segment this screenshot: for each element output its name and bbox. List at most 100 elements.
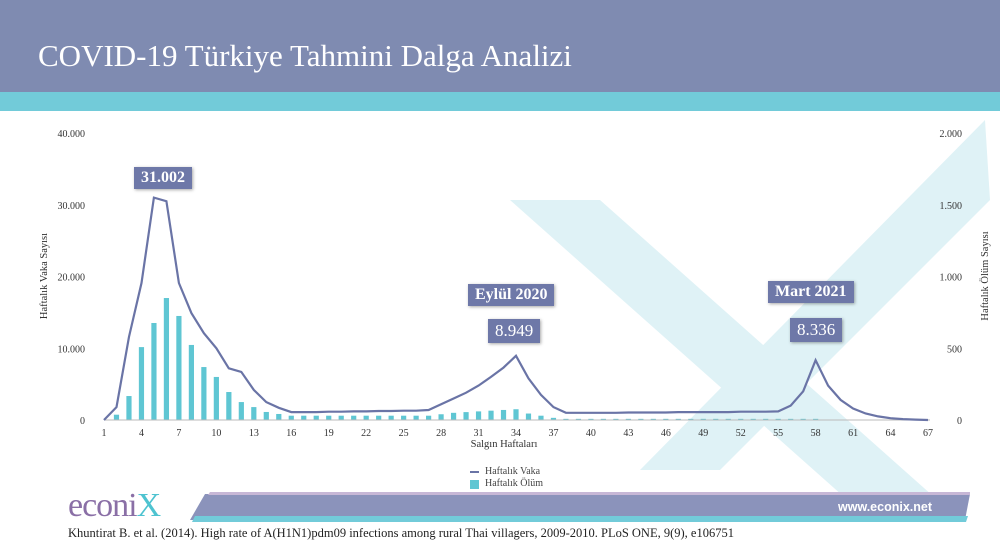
x-tick-label: 37 xyxy=(548,428,558,439)
peak2-value-label: 8.949 xyxy=(488,319,541,343)
death-bar xyxy=(775,418,781,420)
x-tick-label: 7 xyxy=(176,428,181,439)
death-bar xyxy=(276,413,282,420)
death-bar xyxy=(201,367,207,420)
x-tick-label: 16 xyxy=(286,428,296,439)
y-right-tick-label: 0 xyxy=(957,416,962,427)
y-left-tick-label: 10.000 xyxy=(58,344,86,355)
legend-line-swatch xyxy=(470,471,479,473)
death-bar xyxy=(750,418,756,420)
death-bar xyxy=(600,418,606,420)
death-bar xyxy=(413,415,419,420)
y-axis-left-label: Haftalık Vaka Sayısı xyxy=(39,233,50,319)
citation-text: Khuntirat B. et al. (2014). High rate of… xyxy=(68,526,734,540)
death-bar xyxy=(138,347,145,420)
x-tick-label: 52 xyxy=(736,428,746,439)
case-line-series xyxy=(103,196,929,422)
x-tick-label: 22 xyxy=(361,428,371,439)
footer-stripe xyxy=(190,492,970,522)
death-bar xyxy=(650,418,656,420)
death-bar xyxy=(113,414,120,420)
death-bar xyxy=(813,418,819,420)
death-bar xyxy=(738,418,744,420)
death-bar xyxy=(638,418,644,420)
econix-logo: econiX xyxy=(68,487,161,524)
legend-bar-swatch xyxy=(470,479,479,489)
y-left-tick-label: 0 xyxy=(80,416,85,427)
death-bar xyxy=(213,376,219,420)
x-tick-label: 55 xyxy=(773,428,783,439)
x-tick-label: 61 xyxy=(848,428,858,439)
x-tick-label: 67 xyxy=(923,428,933,439)
death-bar xyxy=(363,415,369,420)
y-left-tick-label: 40.000 xyxy=(58,129,86,140)
death-bar xyxy=(226,392,232,420)
death-bar xyxy=(613,418,619,420)
death-bar xyxy=(438,414,444,420)
page-title: COVID-19 Türkiye Tahmini Dalga Analizi xyxy=(38,38,572,73)
death-bar xyxy=(663,418,669,420)
x-tick-label: 58 xyxy=(811,428,821,439)
x-tick-label: 25 xyxy=(399,428,409,439)
death-bar xyxy=(188,344,194,420)
death-bar xyxy=(488,410,494,420)
website-url[interactable]: www.econix.net xyxy=(838,500,933,514)
death-bar xyxy=(163,298,170,420)
legend-item-cases: Haftalık Vaka xyxy=(470,466,543,478)
x-tick-label: 1 xyxy=(102,428,107,439)
death-bar xyxy=(575,418,582,420)
death-bar xyxy=(625,418,631,420)
death-bar xyxy=(338,415,344,420)
death-bar xyxy=(463,412,469,420)
death-bar xyxy=(725,418,731,420)
death-bar xyxy=(176,315,182,420)
x-tick-label: 49 xyxy=(698,428,708,439)
death-bar xyxy=(351,415,357,420)
death-bar xyxy=(763,418,769,420)
death-bar xyxy=(376,415,382,420)
y-left-tick-label: 20.000 xyxy=(58,273,86,284)
y-axis-right-label: Haftalık Ölüm Sayısı xyxy=(979,231,991,320)
death-bar xyxy=(700,418,706,420)
death-bar xyxy=(713,418,719,420)
death-bar xyxy=(475,411,482,420)
death-bar xyxy=(500,409,507,420)
x-tick-label: 10 xyxy=(211,428,221,439)
death-bar xyxy=(251,407,257,420)
peak2-date-label: Eylül 2020 xyxy=(468,284,555,306)
death-bar xyxy=(563,418,569,420)
death-bar xyxy=(313,415,319,420)
x-tick-label: 40 xyxy=(586,428,596,439)
y-right-tick-label: 1.000 xyxy=(940,273,963,284)
death-bar xyxy=(263,411,269,420)
death-bar xyxy=(538,415,544,420)
peak3-date-label: Mart 2021 xyxy=(768,281,854,303)
death-bar xyxy=(588,418,594,420)
x-tick-label: 64 xyxy=(886,428,896,439)
death-bar xyxy=(426,415,432,420)
death-bar xyxy=(675,418,681,420)
death-bar xyxy=(326,415,332,420)
death-bar xyxy=(525,413,532,420)
death-bar xyxy=(288,415,294,420)
watermark-x-logo xyxy=(510,120,990,520)
x-tick-label: 31 xyxy=(474,428,484,439)
death-bar xyxy=(513,409,519,420)
x-tick-label: 28 xyxy=(436,428,446,439)
death-bar xyxy=(126,396,132,420)
y-right-tick-label: 1.500 xyxy=(940,201,963,212)
death-bar xyxy=(788,418,794,420)
x-tick-label: 46 xyxy=(661,428,671,439)
death-bar xyxy=(800,418,806,420)
peak1-value-label: 31.002 xyxy=(134,167,192,189)
x-tick-label: 43 xyxy=(623,428,633,439)
death-bar xyxy=(550,417,557,420)
y-left-tick-label: 30.000 xyxy=(58,201,86,212)
chart-legend: Haftalık Vaka Haftalık Ölüm xyxy=(470,466,543,490)
x-tick-label: 4 xyxy=(139,428,144,439)
death-bar xyxy=(238,402,244,420)
death-bar xyxy=(450,412,457,420)
death-bar xyxy=(301,415,307,420)
legend-item-deaths: Haftalık Ölüm xyxy=(470,478,543,490)
death-bar xyxy=(688,418,694,420)
